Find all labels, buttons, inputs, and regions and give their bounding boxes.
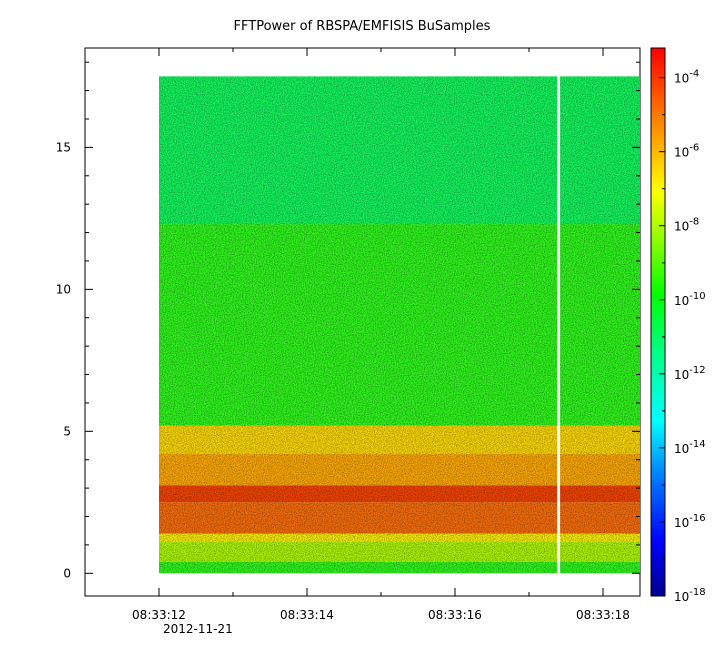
y-tick-label: 10 <box>56 282 71 296</box>
colorbar-tick-label: 10-8 <box>674 217 699 234</box>
x-tick-label: 08:33:16 <box>428 608 482 622</box>
x-date-label: 2012-11-21 <box>163 622 233 636</box>
noise-texture <box>159 76 640 574</box>
colorbar-tick-label: 10-18 <box>674 587 706 604</box>
colorbar-tick-label: 10-14 <box>674 439 706 456</box>
data-gap <box>557 76 561 574</box>
x-tick-label: 08:33:18 <box>576 608 630 622</box>
colorbar-tick-label: 10-10 <box>674 291 706 308</box>
x-tick-label: 08:33:12 <box>132 608 186 622</box>
spectrogram-heatmap <box>159 76 640 574</box>
colorbar-tick-label: 10-6 <box>674 143 699 160</box>
x-axis: 08:33:12 08:33:14 08:33:16 08:33:18 <box>84 48 630 622</box>
colorbar-tick-label: 10-16 <box>674 513 706 530</box>
x-tick-label: 08:33:14 <box>280 608 334 622</box>
colorbar-tick-label: 10-4 <box>674 69 699 86</box>
colorbar-axis: 10-4 10-6 10-8 10-10 10-12 10-14 10-16 10-18 <box>659 69 706 604</box>
y-tick-label: 15 <box>56 140 71 154</box>
chart-title: FFTPower of RBSPA/EMFISIS BuSamples <box>234 19 491 34</box>
y-tick-label: 5 <box>63 424 71 438</box>
colorbar-tick-label: 10-12 <box>674 365 706 382</box>
colorbar <box>650 47 666 597</box>
y-tick-label: 0 <box>63 566 71 580</box>
y-axis: 0 5 10 15 <box>56 61 640 580</box>
